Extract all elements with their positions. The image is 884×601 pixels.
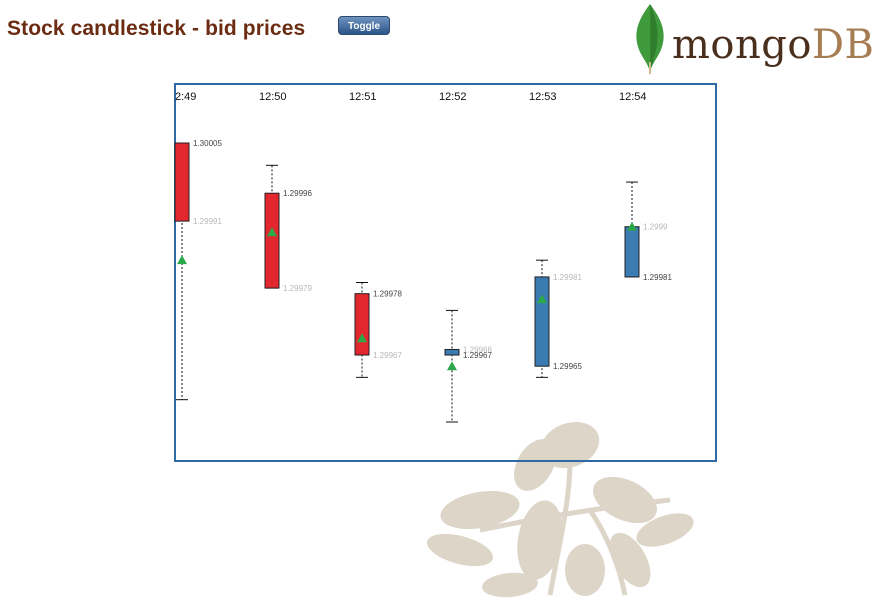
- candle-body: [264, 192, 280, 289]
- candle-top-label: 1.2999: [643, 223, 668, 232]
- candle-top-label: 1.29996: [283, 189, 312, 198]
- time-tick-label: 12:52: [439, 91, 467, 103]
- time-tick-label: 12:54: [619, 91, 647, 103]
- candle-marker: [267, 227, 277, 237]
- logo-db: DB: [811, 22, 875, 68]
- candle-top-label: 1.29978: [373, 290, 402, 299]
- candle-top-label: 1.30005: [193, 139, 222, 148]
- toggle-button[interactable]: Toggle: [338, 16, 390, 35]
- candle-marker: [177, 255, 187, 265]
- candle-bottom-label: 1.29991: [193, 217, 222, 226]
- time-tick-label: 12:51: [349, 91, 377, 103]
- candle-body: [534, 276, 550, 367]
- candlestick-chart: 2:49 12:50 12:51 12:52 12:53 12:54 1.30005 1.29…: [174, 91, 672, 423]
- candle-marker: [357, 333, 367, 343]
- candle-bottom-label: 1.29967: [463, 351, 492, 360]
- candle-bottom-label: 1.29981: [643, 273, 672, 282]
- time-tick-label: 12:50: [259, 91, 287, 103]
- page-title: Stock candlestick - bid prices: [7, 17, 306, 40]
- logo-mongo: mongo: [672, 22, 812, 68]
- mongodb-logo-text: mongoDB: [672, 22, 874, 68]
- candle-top-label: 1.29968: [463, 345, 492, 354]
- time-tick-label: 2:49: [175, 91, 196, 103]
- candle-bottom-label: 1.29979: [283, 284, 312, 293]
- candle-body: [444, 348, 460, 356]
- candle-bottom-label: 1.29965: [553, 362, 582, 371]
- candle-marker: [627, 221, 637, 231]
- time-tick-label: 12:53: [529, 91, 557, 103]
- candle-top-label: 1.29981: [553, 273, 582, 282]
- candle-body: [354, 293, 370, 356]
- leaf-watermark-icon: [426, 421, 694, 598]
- candle-marker: [537, 294, 547, 304]
- chart-frame: [174, 83, 717, 462]
- candle-marker: [447, 361, 457, 371]
- candle-bottom-label: 1.29967: [373, 351, 402, 360]
- candle-body: [624, 226, 640, 278]
- candle-body: [174, 142, 190, 222]
- mongodb-leaf-icon: [636, 4, 664, 74]
